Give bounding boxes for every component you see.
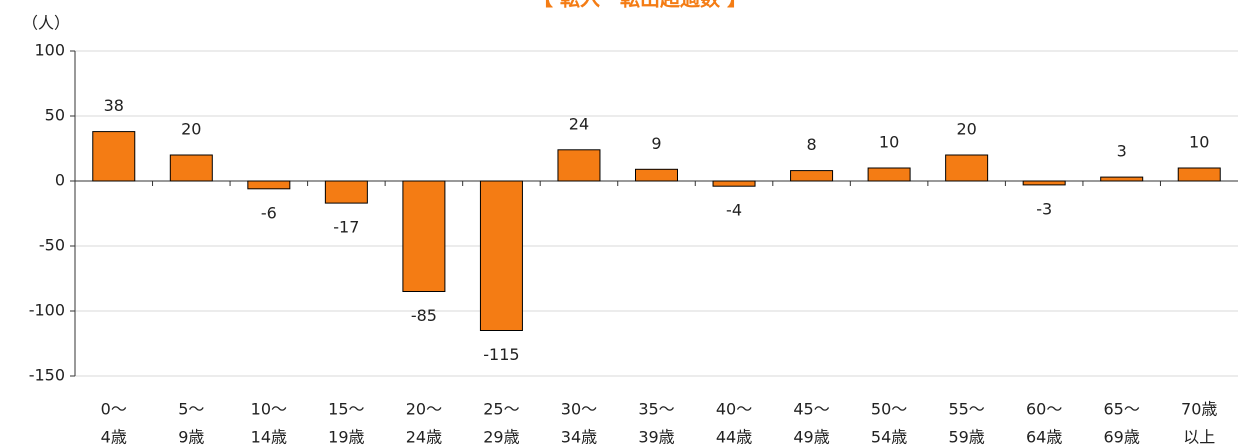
x-tick-label: 65～: [1104, 400, 1140, 419]
data-label: 8: [806, 135, 816, 154]
bar: [92, 131, 136, 182]
data-label: -3: [1036, 199, 1052, 218]
x-tick-label: 44歳: [716, 428, 752, 447]
data-label: 20: [956, 120, 976, 139]
x-tick-label: 45～: [793, 400, 829, 419]
y-tick-label: 100: [34, 41, 65, 60]
y-tick-label: -50: [39, 236, 65, 255]
x-tick-label: 9歳: [178, 428, 204, 447]
data-label: -85: [411, 306, 437, 325]
x-tick-label: 64歳: [1026, 428, 1062, 447]
data-label: -6: [261, 203, 277, 222]
x-tick-label: 60～: [1026, 400, 1062, 419]
data-label: -4: [726, 201, 742, 220]
data-label: 9: [651, 134, 661, 153]
data-label: -115: [483, 345, 519, 364]
y-axis-label: （人）: [22, 14, 70, 33]
x-tick-label: 20～: [406, 400, 442, 419]
x-tick-label: 49歳: [793, 428, 829, 447]
bar: [169, 154, 213, 182]
bar: [867, 167, 911, 182]
bar: [1177, 167, 1221, 182]
bar: [1100, 176, 1144, 182]
x-tick-label: 69歳: [1104, 428, 1140, 447]
y-tick-label: -150: [29, 366, 65, 385]
bar: [402, 180, 446, 292]
x-tick-label: 5～: [178, 400, 204, 419]
x-tick-label: 4歳: [101, 428, 127, 447]
bar: [557, 149, 601, 182]
y-tick-label: -100: [29, 301, 65, 320]
data-label: 20: [181, 120, 201, 139]
bar: [324, 180, 368, 204]
x-tick-label: 10～: [251, 400, 287, 419]
bar: [479, 180, 523, 331]
x-tick-label: 34歳: [561, 428, 597, 447]
x-tick-label: 0～: [101, 400, 127, 419]
bar: [790, 170, 834, 182]
x-tick-label: 50～: [871, 400, 907, 419]
data-label: 10: [879, 133, 899, 152]
x-tick-label: 25～: [483, 400, 519, 419]
data-label: 38: [104, 96, 124, 115]
y-tick-label: 50: [45, 106, 65, 125]
x-tick-label: 29歳: [483, 428, 519, 447]
x-tick-label: 19歳: [328, 428, 364, 447]
x-tick-label: 14歳: [251, 428, 287, 447]
x-tick-label: 70歳: [1181, 400, 1217, 419]
x-tick-label: 24歳: [406, 428, 442, 447]
y-tick-label: 0: [55, 171, 65, 190]
bar: [712, 180, 756, 187]
x-tick-label: 39歳: [638, 428, 674, 447]
data-label: 3: [1117, 142, 1127, 161]
x-tick-label: 以上: [1183, 428, 1215, 447]
chart-title: 【 転入－転出超過数 】: [533, 0, 747, 11]
x-tick-label: 59歳: [948, 428, 984, 447]
x-tick-label: 40～: [716, 400, 752, 419]
data-label: 24: [569, 114, 589, 133]
x-tick-label: 30～: [561, 400, 597, 419]
x-tick-label: 54歳: [871, 428, 907, 447]
data-label: -17: [333, 218, 359, 237]
bar: [635, 168, 678, 182]
bar: [1022, 180, 1066, 186]
bar: [945, 154, 989, 182]
x-tick-label: 15～: [328, 400, 364, 419]
data-label: 10: [1189, 133, 1209, 152]
bar: [247, 180, 291, 190]
x-tick-label: 35～: [638, 400, 674, 419]
x-tick-label: 55～: [948, 400, 984, 419]
